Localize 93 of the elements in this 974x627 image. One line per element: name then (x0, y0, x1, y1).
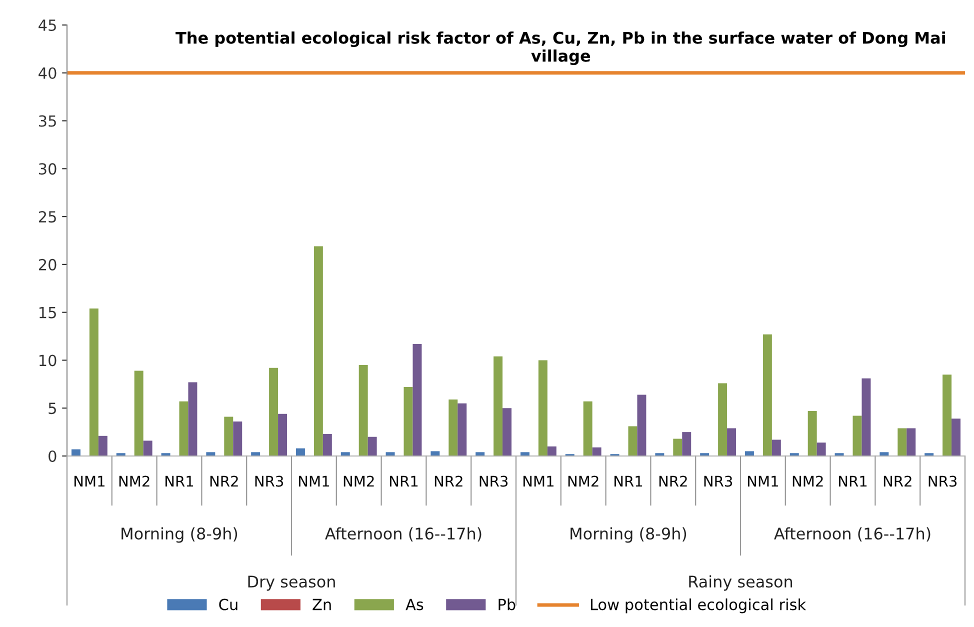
y-tick-label: 20 (38, 258, 56, 270)
bar (880, 452, 889, 456)
bar (682, 432, 692, 456)
y-tick-label: 10 (40, 354, 56, 366)
bar (547, 446, 556, 456)
bar (143, 440, 152, 456)
bar (386, 452, 395, 456)
bar (583, 401, 592, 456)
x-tick-label: NM2 (792, 476, 823, 487)
text: Rainy season (689, 575, 792, 591)
bar (358, 365, 368, 456)
bar (233, 422, 242, 456)
bar (89, 308, 98, 456)
x-tick-label: NR1 (839, 476, 867, 487)
text: Morning (8-9h) (570, 527, 686, 543)
y-tick-label: 25 (38, 211, 56, 223)
bar (224, 416, 234, 456)
y-tick-label: 45 (38, 20, 56, 32)
bar (906, 428, 916, 456)
bar (808, 410, 817, 456)
bar (412, 344, 422, 456)
bar (637, 394, 646, 456)
x-tick-label: NR2 (884, 476, 912, 487)
bar (673, 438, 682, 456)
bar (322, 434, 332, 456)
bar (772, 440, 781, 456)
y-tick-label: 5 (48, 402, 56, 414)
bar (206, 452, 216, 456)
bar (762, 334, 772, 456)
y-tick-label: 30 (39, 163, 56, 175)
text: Afternoon (16--17h) (325, 527, 482, 542)
x-tick-label: NR1 (390, 476, 418, 487)
bar (458, 403, 467, 456)
bar (952, 418, 961, 456)
x-tick-label: NM2 (119, 476, 150, 487)
legend-label: Pb (498, 598, 516, 610)
y-tick-label: 15 (40, 307, 56, 318)
bar (448, 399, 458, 456)
x-tick-label: NM1 (298, 476, 329, 487)
x-tick-label: NM1 (523, 476, 554, 487)
legend-label: Cu (219, 598, 238, 610)
bar (134, 370, 144, 456)
bar (520, 452, 530, 456)
bar (862, 378, 871, 456)
x-tick-label: NR2 (210, 476, 238, 487)
bar (494, 356, 503, 456)
bar (269, 368, 278, 456)
y-tick-label: 0 (48, 450, 56, 462)
bar (179, 401, 188, 456)
bar (404, 387, 413, 456)
y-tick-label: 35 (39, 115, 56, 127)
bar (538, 360, 548, 456)
x-tick-label: NR3 (704, 476, 732, 487)
bar (98, 436, 108, 456)
bar (278, 414, 288, 456)
text: Afternoon (16--17h) (774, 527, 930, 542)
x-tick-label: NR3 (255, 476, 284, 487)
bar (430, 451, 440, 456)
bar (340, 452, 350, 456)
bar (592, 447, 602, 456)
x-tick-label: NR2 (434, 476, 462, 487)
bar (314, 246, 323, 456)
bar (852, 416, 862, 456)
bar (718, 383, 728, 456)
bar (476, 452, 485, 456)
x-tick-label: NR3 (480, 476, 508, 487)
legend-label: Zn (312, 598, 331, 610)
y-tick-label: 40 (38, 67, 56, 79)
bar (296, 448, 305, 456)
bar (744, 451, 754, 456)
x-tick-label: NM2 (344, 476, 374, 487)
x-tick-label: NR1 (166, 476, 194, 487)
bar (898, 428, 907, 456)
text: Morning (8-9h) (122, 527, 238, 543)
x-tick-label: NM1 (748, 476, 778, 487)
text: Dry season (248, 576, 335, 591)
x-tick-label: NM1 (74, 476, 104, 487)
bar (942, 374, 952, 456)
text: The potential ecological risk factor of As, Cu, Zn, Pb in the surface water of Dong Mai village (176, 31, 945, 66)
bar (251, 452, 260, 456)
bar (727, 428, 736, 456)
bar (368, 436, 377, 456)
x-tick-label: NR1 (614, 476, 642, 487)
x-tick-label: NR3 (928, 476, 957, 487)
bar (628, 426, 638, 456)
bar (816, 442, 826, 456)
x-tick-label: NM2 (568, 476, 598, 487)
bar (502, 408, 512, 456)
legend-label: Low potential ecological risk (590, 598, 806, 614)
x-tick-label: NR2 (659, 476, 687, 487)
bar (71, 449, 80, 456)
bar (188, 382, 198, 456)
legend-label: As (406, 598, 424, 610)
